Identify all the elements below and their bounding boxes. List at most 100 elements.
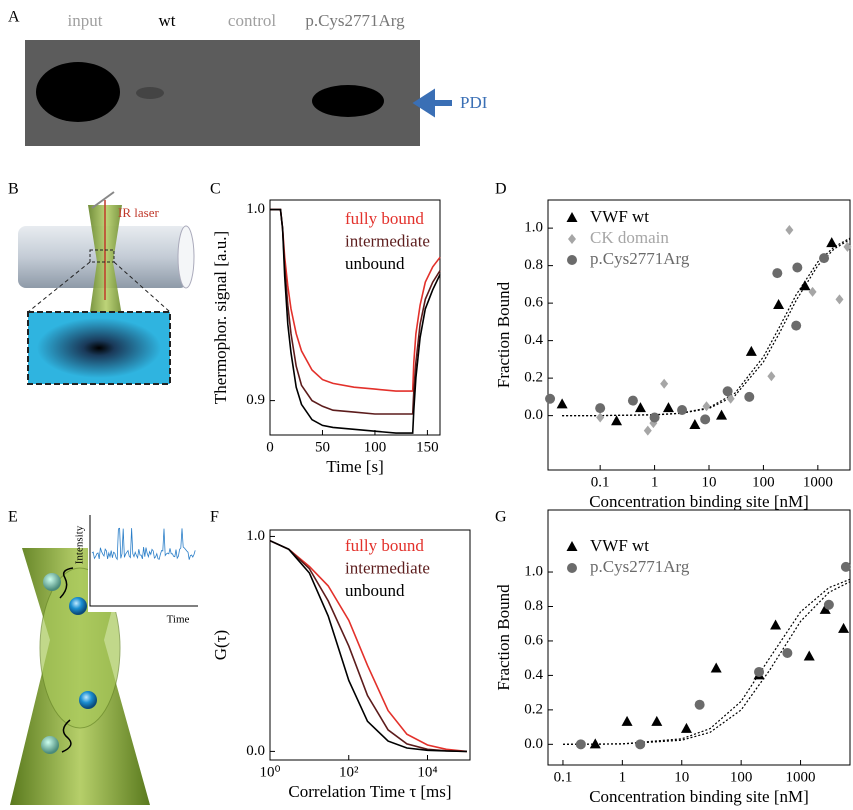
y-axis-label: G(τ) — [211, 630, 230, 660]
triangle-marker — [634, 402, 646, 413]
legend-label: unbound — [345, 581, 405, 600]
triangle-marker — [611, 415, 623, 426]
circle-marker — [700, 414, 711, 425]
band — [36, 62, 120, 122]
triangle-marker — [838, 622, 850, 633]
triangle-marker — [716, 409, 728, 420]
x-tick-label: 10 — [674, 769, 689, 785]
diamond-marker — [835, 294, 844, 305]
circle-marker — [649, 412, 660, 423]
data-line — [269, 539, 467, 753]
x-tick-label: 10⁰ — [259, 764, 280, 780]
legend-marker — [566, 212, 578, 222]
legend-label: intermediate — [345, 558, 430, 577]
x-tick-label: 0 — [266, 439, 274, 455]
circle-marker — [627, 395, 638, 406]
circle-marker — [823, 599, 834, 610]
x-tick-label: 1000 — [803, 474, 833, 490]
x-axis-label: Time [s] — [326, 457, 383, 476]
circle-marker — [819, 253, 830, 264]
legend-marker — [566, 541, 578, 551]
x-axis-label: Concentration binding site [nM] — [589, 492, 809, 511]
plot-frame — [269, 529, 471, 761]
triangle-marker — [803, 650, 815, 661]
circle-marker — [575, 739, 586, 750]
x-tick-label: 0.1 — [554, 769, 573, 785]
particle — [43, 573, 61, 591]
y-tick-label: 0.4 — [524, 667, 543, 683]
legend-label: fully bound — [345, 209, 424, 228]
arrow — [412, 88, 452, 118]
triangle-marker — [773, 299, 785, 309]
heat-spot — [37, 318, 161, 378]
y-tick-label: 1.0 — [246, 528, 265, 544]
inset-axes — [89, 515, 198, 607]
y-tick-label: 0.8 — [524, 257, 543, 273]
legend-label: fully bound — [345, 536, 424, 555]
data-line — [269, 539, 467, 753]
x-tick-label: 100 — [752, 474, 775, 490]
panel-label: C — [210, 181, 221, 198]
particle — [41, 736, 59, 754]
x-tick-label: 50 — [315, 439, 330, 455]
triangle-marker — [689, 419, 701, 429]
laser-label: IR laser — [118, 205, 159, 220]
x-tick-label: 0.1 — [591, 474, 610, 490]
y-tick-label: 0.0 — [246, 743, 265, 759]
legend-label: unbound — [345, 254, 405, 273]
triangle-marker — [621, 715, 633, 726]
inset-xlabel: Time — [167, 614, 190, 626]
lane-label: control — [228, 11, 276, 30]
triangle-marker — [710, 662, 722, 673]
x-tick-label: 10² — [339, 764, 359, 780]
y-tick-label: 0.4 — [524, 332, 543, 348]
circle-marker — [772, 268, 783, 279]
triangle-marker — [556, 398, 568, 409]
triangle-marker — [589, 738, 601, 749]
panel-label: B — [8, 181, 19, 198]
circle-marker — [791, 320, 802, 331]
circle-marker — [792, 262, 803, 273]
panel-label: E — [8, 509, 18, 526]
plot-frame — [269, 199, 441, 436]
legend-label: intermediate — [345, 231, 430, 250]
inset-ylabel: Intensity — [74, 525, 86, 564]
particle — [79, 691, 97, 709]
band — [136, 87, 164, 99]
panel-label: G — [495, 509, 507, 526]
legend-label: p.Cys2771Arg — [590, 249, 690, 268]
panel-label: A — [8, 9, 20, 26]
lane-label: wt — [159, 11, 176, 30]
plot-frame — [547, 199, 851, 471]
circle-marker — [635, 739, 646, 750]
x-tick-label: 10 — [702, 474, 717, 490]
x-axis-label: Correlation Time τ [ms] — [288, 782, 451, 801]
y-tick-label: 0.0 — [524, 736, 543, 752]
x-tick-label: 100 — [364, 439, 387, 455]
panel-labels: A B C D E F G — [8, 9, 507, 526]
diamond-marker — [785, 225, 794, 235]
diagram-e: Intensity Time — [10, 512, 198, 805]
diamond-marker — [643, 425, 652, 436]
triangle-marker — [745, 345, 757, 356]
circle-marker — [595, 403, 606, 414]
x-tick-label: 1000 — [786, 769, 816, 785]
circle-marker — [677, 405, 688, 415]
circle-marker — [722, 386, 733, 397]
chart: 0.1 1 10 100 1000 0.0 0.2 0.4 0.6 0.8 1.0 Concentra… — [494, 509, 851, 806]
marker-label: PDI — [460, 93, 488, 112]
y-tick-label: 0.2 — [524, 701, 543, 717]
x-tick-label: 100 — [730, 769, 753, 785]
chart: 0.1 1 10 100 1000 0.0 0.2 0.4 0.6 0.8 1.0 Concentra… — [494, 199, 852, 511]
diamond-marker — [702, 401, 711, 412]
x-tick-label: 1 — [619, 769, 627, 785]
circle-marker — [754, 666, 765, 677]
fit-curve — [562, 578, 851, 745]
band — [312, 85, 384, 117]
y-tick-label: 1.0 — [524, 563, 543, 579]
chart: 0 50 100 150 0.9 1.0 Time [s] Thermophor. signa… — [211, 199, 441, 476]
inset — [88, 512, 198, 612]
circle-marker — [840, 561, 851, 572]
y-tick-label: 0.9 — [246, 392, 265, 408]
